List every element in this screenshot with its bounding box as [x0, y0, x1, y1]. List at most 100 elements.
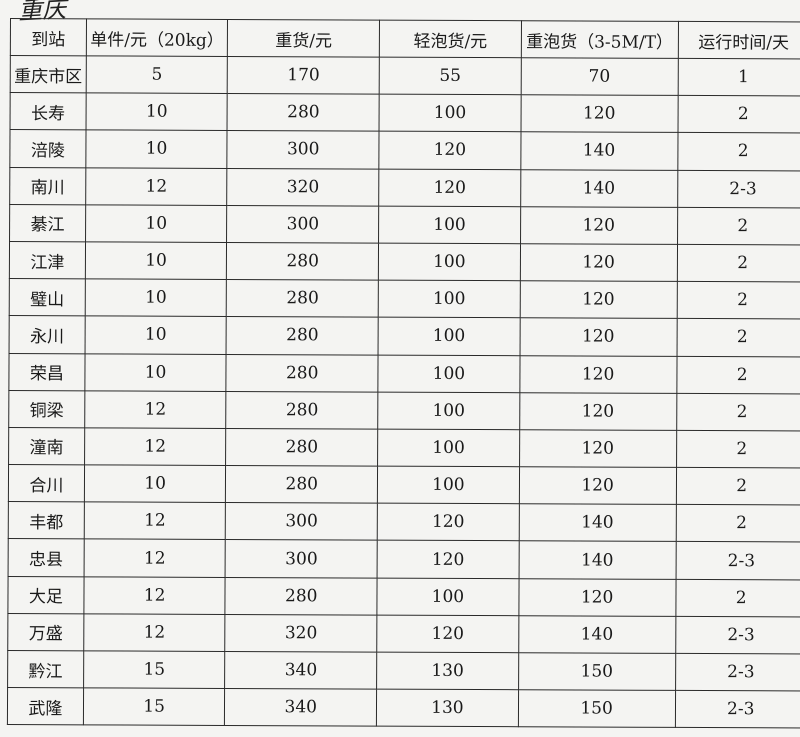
cell-light-bulky-price: 100 — [379, 94, 521, 133]
cell-single-piece-price: 15 — [83, 650, 226, 689]
cell-heavy-bulky-price: 120 — [518, 578, 676, 617]
table-row: 大足 12 280 100 120 2 — [7, 576, 800, 617]
cell-destination: 潼南 — [8, 427, 85, 465]
cell-destination: 綦江 — [9, 204, 86, 242]
cell-transit-days: 2 — [676, 393, 800, 431]
column-header-destination: 到站 — [10, 18, 87, 56]
column-header-light-bulky-price: 轻泡货/元 — [379, 20, 522, 58]
cell-heavy-cargo-price: 280 — [225, 465, 378, 504]
cell-transit-days: 2-3 — [675, 616, 800, 654]
cell-destination: 丰都 — [8, 501, 85, 540]
cell-heavy-cargo-price: 340 — [224, 688, 377, 727]
cell-single-piece-price: 12 — [83, 576, 226, 615]
cell-transit-days: 2 — [676, 244, 800, 283]
cell-light-bulky-price: 120 — [378, 131, 521, 170]
cell-transit-days: 2 — [675, 579, 800, 617]
freight-rate-table: 到站 单件/元（20kg） 重货/元 轻泡货/元 重泡货（3-5M/T） 运行时间/天 重… — [7, 18, 800, 729]
cell-destination: 武隆 — [7, 687, 84, 726]
table-row: 涪陵 10 300 120 140 2 — [9, 129, 800, 171]
table-row: 潼南 12 280 100 120 2 — [8, 427, 800, 469]
cell-light-bulky-price: 55 — [379, 57, 522, 95]
cell-single-piece-price: 10 — [84, 316, 227, 354]
table-row: 黔江 15 340 130 150 2-3 — [7, 650, 800, 692]
cell-destination: 永川 — [9, 315, 86, 354]
cell-single-piece-price: 10 — [84, 353, 227, 392]
cell-destination: 万盛 — [7, 613, 84, 651]
table-row: 璧山 10 280 100 120 2 — [9, 278, 800, 320]
cell-heavy-cargo-price: 280 — [226, 242, 379, 281]
cell-heavy-cargo-price: 300 — [227, 130, 380, 169]
cell-heavy-cargo-price: 300 — [225, 539, 378, 578]
table-row: 荣昌 10 280 100 120 2 — [8, 352, 800, 394]
cell-single-piece-price: 10 — [84, 464, 226, 503]
cell-light-bulky-price: 100 — [378, 354, 520, 393]
cell-heavy-bulky-price: 120 — [519, 318, 677, 356]
cell-heavy-bulky-price: 70 — [520, 57, 678, 96]
cell-transit-days: 2 — [675, 467, 800, 506]
table-row: 綦江 10 300 100 120 2 — [9, 204, 800, 245]
column-header-heavy-bulky-price: 重泡货（3-5M/T） — [521, 20, 678, 59]
cell-transit-days: 2 — [677, 132, 800, 171]
table-row: 铜梁 12 280 100 120 2 — [8, 390, 800, 431]
cell-heavy-cargo-price: 280 — [227, 93, 380, 132]
cell-light-bulky-price: 100 — [377, 577, 519, 616]
cell-destination: 合川 — [8, 464, 85, 503]
cell-light-bulky-price: 100 — [378, 280, 521, 319]
cell-light-bulky-price: 130 — [376, 652, 519, 690]
cell-destination: 铜梁 — [8, 390, 85, 428]
cell-heavy-bulky-price: 120 — [519, 392, 677, 431]
cell-single-piece-price: 12 — [83, 539, 226, 578]
table-row: 丰都 12 300 120 140 2 — [8, 501, 800, 543]
cell-destination: 江津 — [9, 241, 86, 279]
cell-heavy-cargo-price: 340 — [225, 651, 377, 690]
cell-heavy-bulky-price: 120 — [519, 355, 677, 394]
cell-heavy-cargo-price: 320 — [227, 168, 379, 206]
cell-single-piece-price: 12 — [84, 390, 227, 429]
cell-destination: 荣昌 — [8, 352, 85, 391]
cell-transit-days: 2-3 — [674, 690, 800, 729]
cell-heavy-cargo-price: 320 — [225, 614, 378, 653]
cell-transit-days: 2 — [676, 430, 800, 469]
column-header-transit-days: 运行时间/天 — [677, 21, 800, 59]
cell-light-bulky-price: 100 — [377, 428, 520, 467]
cell-single-piece-price: 12 — [84, 502, 226, 540]
column-header-single-piece-price: 单件/元（20kg） — [86, 18, 228, 57]
cell-heavy-bulky-price: 120 — [520, 206, 678, 245]
cell-transit-days: 2 — [677, 207, 800, 245]
cell-single-piece-price: 15 — [83, 688, 226, 726]
cell-heavy-cargo-price: 170 — [227, 56, 380, 95]
cell-heavy-bulky-price: 120 — [519, 466, 677, 505]
cell-heavy-bulky-price: 120 — [520, 243, 678, 282]
cell-transit-days: 2 — [676, 281, 800, 320]
cell-heavy-bulky-price: 140 — [518, 615, 676, 654]
cell-destination: 璧山 — [9, 278, 86, 317]
cell-heavy-bulky-price: 140 — [518, 503, 676, 542]
cell-single-piece-price: 10 — [85, 93, 228, 131]
cell-single-piece-price: 12 — [85, 167, 228, 206]
cell-heavy-bulky-price: 120 — [520, 94, 678, 133]
table-row: 武隆 15 340 130 150 2-3 — [7, 687, 800, 729]
table-row: 合川 10 280 100 120 2 — [8, 464, 800, 506]
table-row: 南川 12 320 120 140 2-3 — [9, 167, 800, 208]
cell-light-bulky-price: 100 — [377, 391, 520, 430]
cell-light-bulky-price: 120 — [377, 540, 519, 579]
cell-light-bulky-price: 130 — [376, 689, 519, 728]
cell-heavy-bulky-price: 120 — [519, 280, 677, 319]
cell-transit-days: 2 — [676, 355, 800, 394]
cell-heavy-cargo-price: 300 — [225, 502, 378, 541]
table-row: 忠县 12 300 120 140 2-3 — [8, 538, 800, 580]
table-row: 江津 10 280 100 120 2 — [9, 241, 800, 283]
cell-transit-days: 2-3 — [677, 169, 800, 208]
cell-destination: 重庆市区 — [10, 55, 87, 94]
cell-single-piece-price: 10 — [85, 241, 227, 280]
cell-transit-days: 2 — [676, 318, 800, 357]
table-row: 重庆市区 5 170 55 70 1 — [10, 55, 800, 97]
cell-heavy-cargo-price: 300 — [226, 205, 379, 244]
cell-light-bulky-price: 120 — [378, 168, 521, 207]
cell-transit-days: 2-3 — [675, 653, 800, 692]
cell-heavy-bulky-price: 150 — [518, 689, 676, 728]
cell-single-piece-price: 12 — [83, 613, 226, 652]
cell-single-piece-price: 10 — [85, 278, 227, 317]
cell-transit-days: 1 — [677, 58, 800, 97]
cell-destination: 南川 — [9, 167, 86, 205]
